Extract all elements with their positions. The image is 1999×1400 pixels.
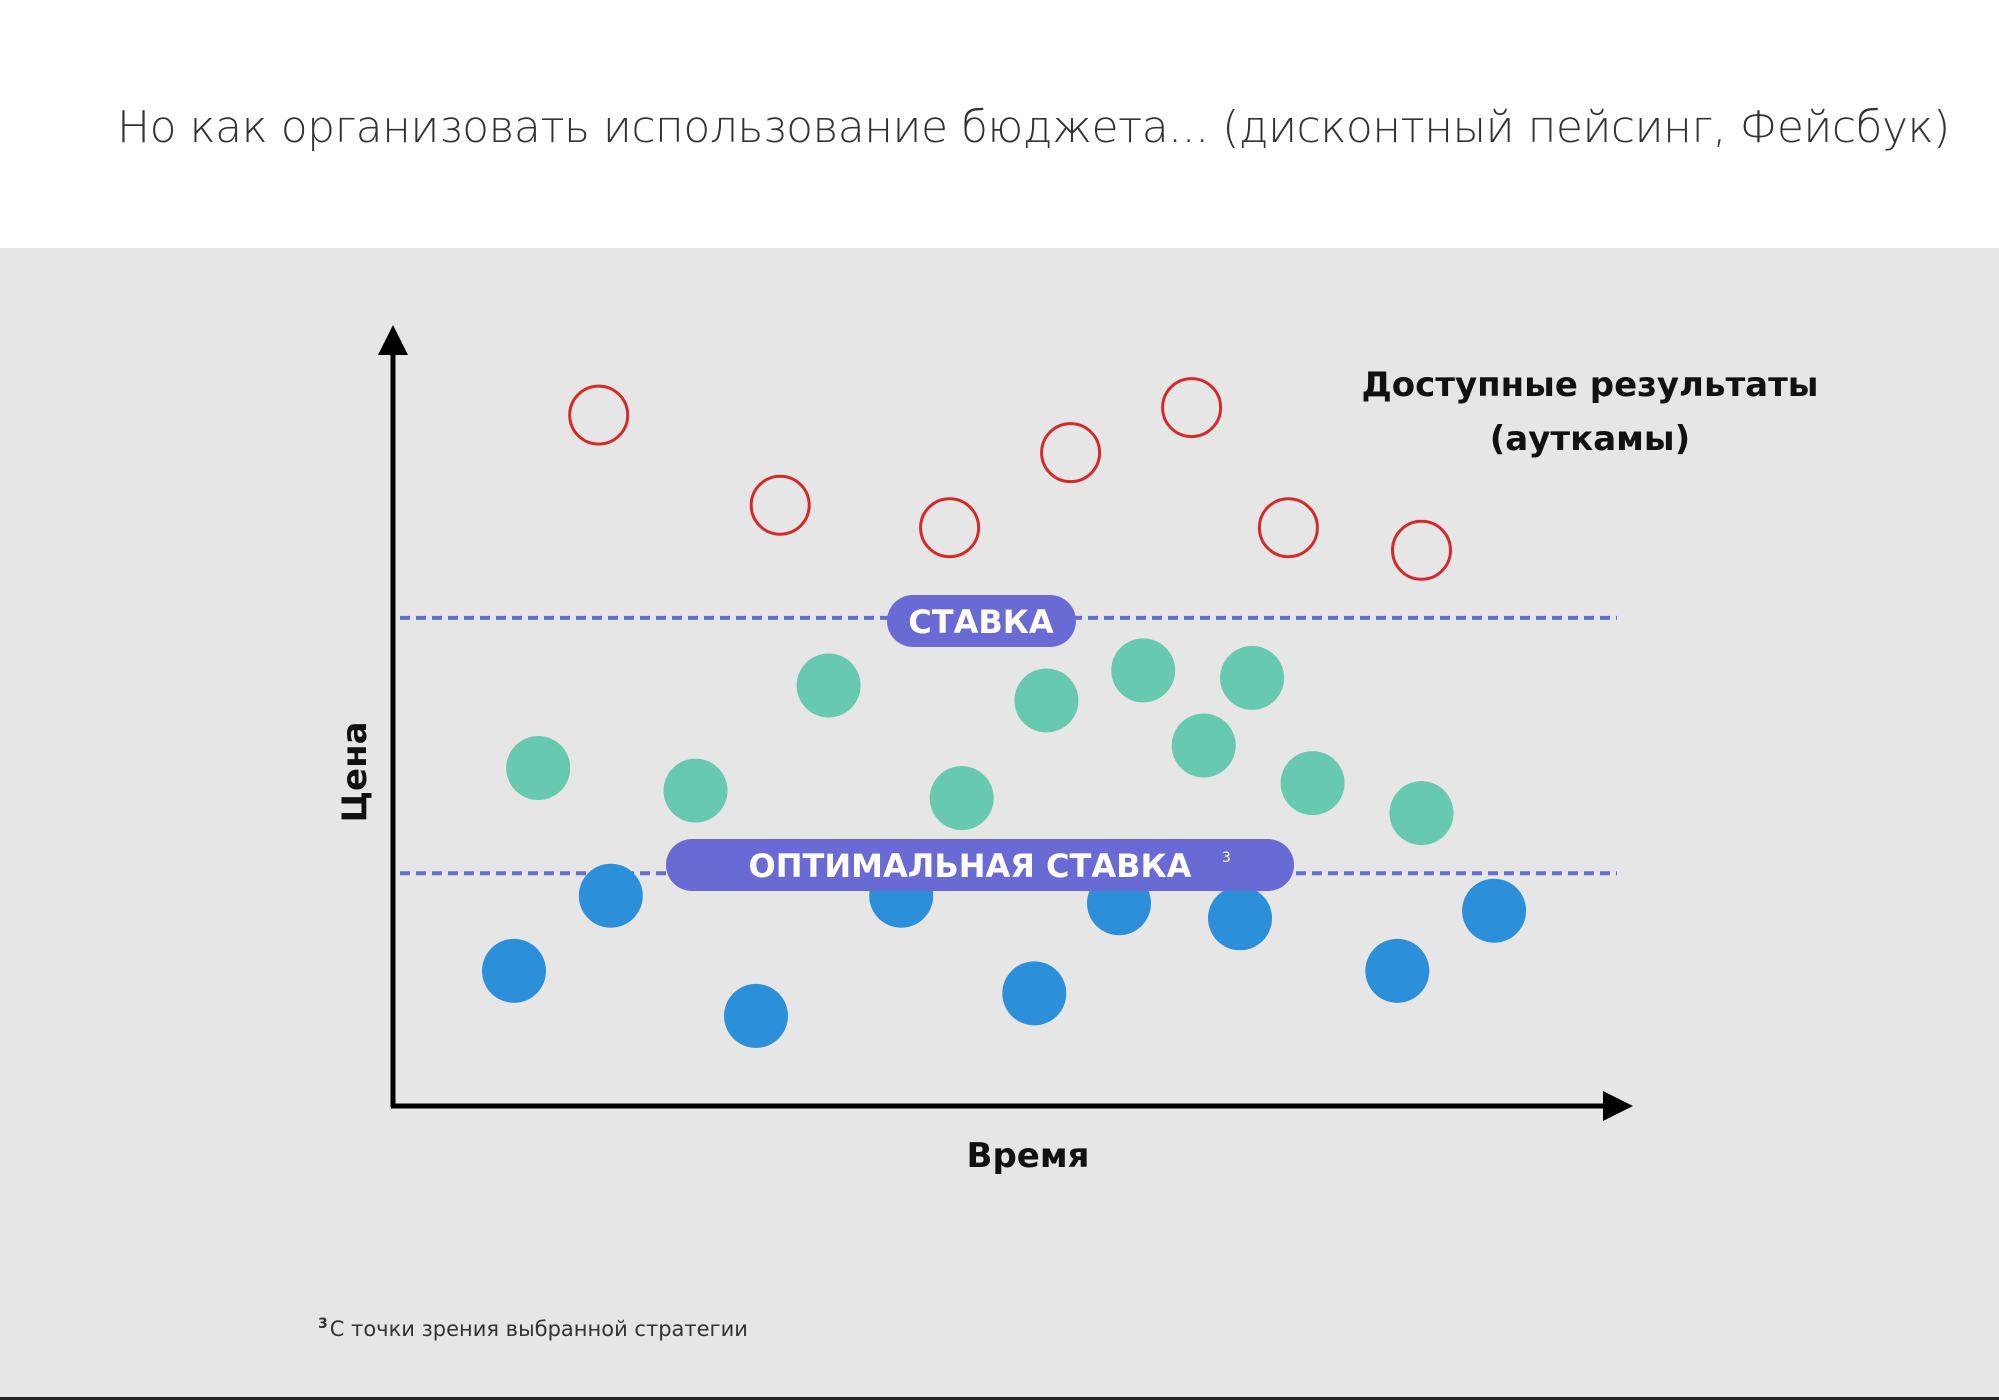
legend-label-line-1: Доступные результаты [1361, 365, 1818, 405]
data-point-above-bid-3 [919, 497, 981, 559]
x-axis-label: Время [967, 1136, 1090, 1176]
data-point-below-optimal-8 [1365, 938, 1430, 1003]
data-point-below-optimal-5 [1002, 961, 1067, 1026]
data-point-below-optimal-2 [578, 863, 643, 928]
footnote: 3С точки зрения выбранной стратегии [318, 1316, 748, 1341]
axes [378, 325, 1633, 1121]
data-point-between-bids-1 [506, 736, 571, 801]
optimal-bid-label: ОПТИМАЛЬНАЯ СТАВКА [749, 847, 1192, 885]
data-point-above-bid-7 [1391, 519, 1452, 581]
data-point-above-bid-1 [568, 384, 630, 446]
page-title: Но как организовать использование бюджет… [117, 102, 1950, 153]
y-axis-arrow [378, 325, 408, 355]
data-point-between-bids-6 [1111, 638, 1176, 703]
data-point-between-bids-2 [663, 758, 728, 823]
data-point-below-optimal-3 [724, 983, 788, 1048]
data-point-between-bids-5 [1014, 668, 1079, 733]
chart-panel [0, 248, 1999, 1397]
bid-label: СТАВКА [908, 603, 1054, 641]
optimal-bid-footnote-marker: 3 [1222, 850, 1231, 866]
legend-label-line-2: (ауткамы) [1490, 419, 1690, 459]
data-point-above-bid-5 [1161, 377, 1223, 439]
data-point-between-bids-9 [1280, 751, 1345, 816]
data-point-between-bids-3 [796, 653, 861, 718]
data-point-below-optimal-1 [482, 938, 546, 1003]
data-points [482, 377, 1527, 1048]
footnote-text: С точки зрения выбранной стратегии [329, 1317, 748, 1341]
y-axis-label: Цена [335, 721, 375, 822]
data-point-below-optimal-7 [1208, 886, 1272, 951]
data-point-above-bid-6 [1257, 497, 1319, 559]
data-point-below-optimal-9 [1462, 878, 1527, 943]
data-point-between-bids-10 [1389, 781, 1454, 846]
optimal-bid-label-badge [666, 839, 1294, 891]
data-point-above-bid-2 [749, 474, 811, 536]
footnote-marker: 3 [318, 1316, 328, 1332]
data-point-between-bids-4 [929, 766, 994, 831]
data-point-between-bids-7 [1171, 713, 1236, 778]
data-point-above-bid-4 [1040, 422, 1102, 484]
data-point-between-bids-8 [1220, 645, 1285, 710]
bottom-divider [0, 1397, 1999, 1400]
x-axis-arrow [1603, 1091, 1633, 1121]
bid-label-badge [887, 595, 1076, 647]
